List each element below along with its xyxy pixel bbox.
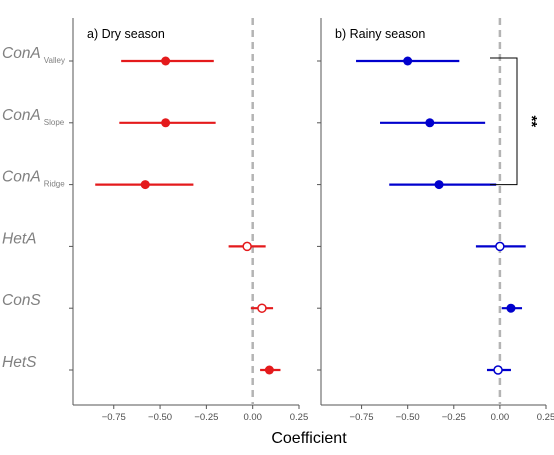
- category-main-label: HetS: [2, 354, 37, 371]
- category-main-label: HetA: [2, 230, 36, 247]
- category-main-label: ConA: [2, 107, 41, 124]
- category-label-hetA: HetA: [2, 230, 36, 247]
- category-label-conA_valley: ConA Valley: [2, 45, 65, 65]
- x-tick-label: −0.25: [194, 412, 218, 423]
- category-label-conS: ConS: [2, 292, 41, 309]
- category-main-label: ConA: [2, 169, 41, 186]
- x-tick-label: −0.50: [148, 412, 172, 423]
- point-hetA-estimate: [495, 241, 505, 252]
- point-conA_slope-estimate: [425, 118, 435, 128]
- category-sub-label: Valley: [44, 56, 65, 65]
- point-conS-estimate: [257, 303, 267, 313]
- category-sub-label: Ridge: [44, 180, 65, 189]
- category-sub-label: Slope: [44, 118, 65, 127]
- panel-title: b) Rainy season: [335, 27, 425, 41]
- panel-title: a) Dry season: [87, 27, 165, 41]
- x-tick-label: −0.25: [442, 412, 466, 423]
- panels-layer: a) Dry season−0.75 −0.50 −0.25 0.00 0.25b) R…: [69, 18, 554, 423]
- significance-bracket: [490, 57, 518, 186]
- category-label-hetS: HetS: [2, 354, 37, 371]
- point-hetA-estimate: [242, 241, 252, 252]
- point-hetS-estimate: [493, 365, 503, 375]
- point-conA_ridge-estimate: [434, 180, 444, 190]
- x-axis-title: Coefficient: [271, 430, 347, 447]
- point-conA_ridge-estimate: [140, 180, 150, 190]
- point-conA_valley-estimate: [403, 56, 413, 66]
- point-hetS-estimate: [264, 365, 274, 375]
- panel-rainy-season: b) Rainy season −0.75 −0.50 −0.25 0.00 0.25 **: [317, 18, 554, 423]
- x-tick-label: −0.75: [350, 412, 374, 423]
- x-tick-label: 0.25: [290, 412, 309, 423]
- category-main-label: ConA: [2, 45, 41, 62]
- x-tick-label: −0.50: [396, 412, 420, 423]
- point-conA_valley-estimate: [161, 56, 171, 66]
- point-conA_slope-estimate: [161, 118, 171, 128]
- x-tick-label: 0.00: [491, 412, 510, 423]
- category-label-conA_slope: ConA Slope: [2, 107, 65, 127]
- panel-dry-season: a) Dry season −0.75 −0.50 −0.25 0.00 0.25: [69, 18, 308, 423]
- category-label-conA_ridge: ConA Ridge: [2, 169, 65, 189]
- x-tick-label: −0.75: [102, 412, 126, 423]
- x-tick-label: 0.00: [243, 412, 262, 423]
- category-main-label: ConS: [2, 292, 41, 309]
- significance-label: **: [523, 115, 540, 127]
- x-tick-label: 0.25: [537, 412, 554, 423]
- point-conS-estimate: [506, 303, 516, 313]
